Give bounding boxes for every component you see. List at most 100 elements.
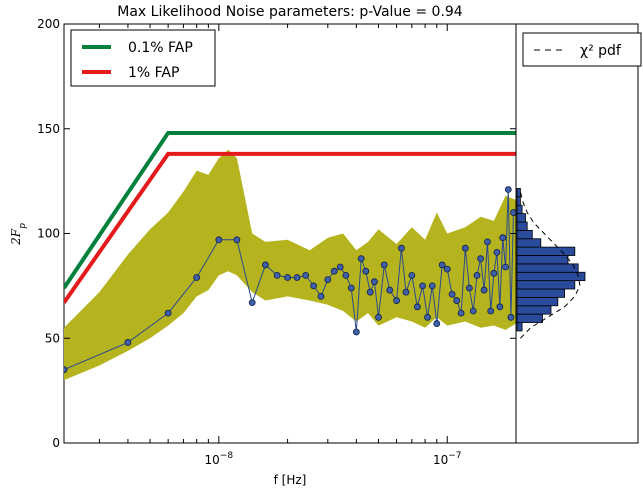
histogram-bar (516, 221, 528, 231)
histogram-bar (516, 288, 565, 298)
side-legend: χ² pdf (522, 32, 642, 67)
data-point (510, 209, 516, 216)
threshold-line-fap-01 (64, 130, 516, 290)
histogram-bar (516, 204, 523, 214)
data-point (330, 267, 338, 275)
data-point (469, 307, 477, 315)
main-plot (64, 130, 516, 381)
data-point (380, 261, 388, 269)
data-point (336, 263, 344, 271)
data-point (465, 284, 473, 292)
data-point (507, 313, 515, 321)
legend-label-fap-1: 1% FAP (128, 65, 179, 81)
side-legend-box (522, 32, 642, 67)
data-point (480, 286, 488, 294)
side-panel (515, 23, 639, 444)
histogram-bar (516, 322, 523, 332)
histogram-bar (516, 255, 569, 265)
data-point (438, 261, 446, 269)
noise-band (64, 149, 516, 381)
data-point (233, 236, 241, 244)
data-point (273, 271, 281, 279)
data-point (490, 269, 498, 277)
histogram-bar (516, 271, 586, 282)
data-point (124, 339, 132, 346)
histogram-bar (516, 229, 533, 240)
data-point (193, 274, 201, 281)
data-point (317, 292, 325, 300)
main-legend-box (70, 29, 216, 87)
legend-label-pdf: χ² pdf (580, 43, 622, 59)
data-point (453, 297, 461, 304)
data-point (310, 282, 318, 290)
main-legend: 0.1% FAP 1% FAP (70, 29, 216, 87)
data-point (386, 286, 394, 294)
data-point (362, 267, 370, 275)
x-tick-label: 10−8 (205, 451, 234, 467)
data-point (352, 328, 360, 336)
data-point (302, 271, 310, 279)
histogram-bar (516, 263, 579, 273)
data-point (499, 234, 507, 242)
data-point (424, 313, 431, 321)
data-point (477, 255, 485, 263)
data-point (443, 265, 451, 273)
data-point (428, 282, 436, 290)
data-point (473, 271, 481, 279)
y-tick-label: 150 (37, 122, 60, 136)
data-point (164, 309, 172, 317)
data-point (448, 290, 456, 298)
data-point (419, 282, 426, 290)
side-plot (516, 188, 586, 339)
histogram-bar (516, 246, 576, 256)
data-point (347, 284, 355, 292)
data-point (402, 288, 410, 296)
data-point (433, 320, 441, 327)
data-point (457, 309, 465, 317)
data-point (461, 244, 469, 252)
y-tick-label: 200 (37, 17, 60, 31)
data-point (493, 248, 501, 256)
data-point (357, 255, 365, 263)
data-point (371, 278, 378, 286)
data-point (375, 313, 382, 321)
y-tick-label: 50 (45, 331, 60, 345)
x-tick-label: 10−7 (433, 451, 462, 467)
histogram-bar (516, 238, 542, 248)
y-tick-label: 0 (52, 436, 60, 450)
data-point (487, 307, 495, 315)
histogram-bar (516, 313, 543, 323)
histogram-bar (516, 188, 521, 198)
data-point (504, 186, 512, 193)
data-point (342, 271, 350, 279)
data-point (413, 303, 421, 311)
data-point (366, 288, 374, 296)
y-ticks: 0 50 100 150 200 (37, 17, 516, 450)
data-point (408, 271, 416, 279)
data-point (284, 274, 291, 281)
chart-title: Max Likelihood Noise parameters: p-Value… (117, 4, 463, 20)
histogram-bar (516, 196, 521, 206)
data-point (324, 276, 332, 283)
data-point (393, 297, 400, 304)
x-axis-label: f [Hz] (274, 473, 307, 487)
threshold-line-fap-1 (64, 151, 516, 304)
histogram-bar (516, 296, 559, 307)
histogram-bar (516, 213, 526, 223)
data-point (215, 236, 223, 244)
data-point (502, 263, 509, 271)
chi2-pdf-curve (519, 191, 581, 339)
data-point (398, 244, 405, 252)
data-point (484, 238, 491, 246)
histogram-bar (516, 305, 552, 315)
data-point (293, 274, 301, 281)
data-point (248, 299, 256, 307)
data-point (262, 261, 269, 269)
data-point (64, 366, 68, 374)
y-tick-label: 100 (37, 227, 60, 241)
histogram-bar (516, 280, 576, 290)
legend-label-fap-01: 0.1% FAP (128, 40, 193, 56)
y-axis-label: 2Fp (9, 223, 28, 246)
data-point (496, 303, 504, 311)
